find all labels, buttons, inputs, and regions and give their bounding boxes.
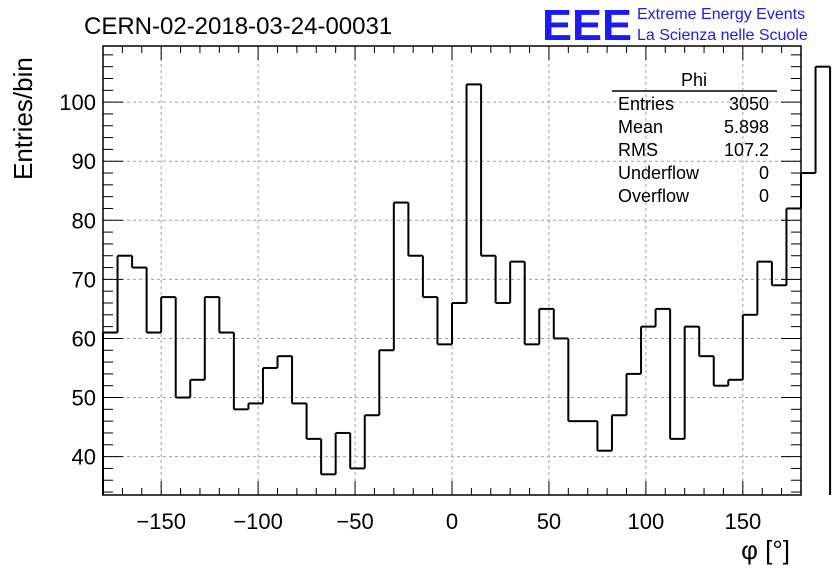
chart-title: CERN-02-2018-03-24-00031 [84, 13, 392, 40]
stats-value-rms: 107.2 [724, 140, 769, 160]
x-tick-label: −100 [233, 509, 283, 534]
histogram-series [102, 65, 832, 495]
logo-line1: Extreme Energy Events [637, 6, 805, 23]
eee-logo: EEE Extreme Energy Events La Scienza nel… [542, 1, 808, 50]
x-tick-label: −50 [336, 509, 373, 534]
stats-value-entries: 3050 [729, 94, 769, 114]
y-tick-label: 40 [72, 445, 96, 470]
x-tick-label: −150 [136, 509, 186, 534]
y-tick-label: 90 [72, 149, 96, 174]
stats-box: Phi Entries 3050 Mean 5.898 RMS 107.2 Un… [612, 70, 777, 206]
y-axis-label: Entries/bin [8, 57, 38, 180]
stats-value-mean: 5.898 [724, 117, 769, 137]
x-axis-label: φ [°] [741, 535, 790, 565]
stats-value-overflow: 0 [759, 186, 769, 206]
stats-label-rms: RMS [618, 140, 658, 160]
logo-line2: La Scienza nelle Scuole [637, 27, 808, 44]
x-tick-label: 0 [446, 509, 458, 534]
logo-mark: EEE [542, 1, 632, 50]
stats-label-entries: Entries [618, 94, 674, 114]
x-tick-label: 150 [724, 509, 761, 534]
stats-label-overflow: Overflow [618, 186, 690, 206]
stats-title: Phi [681, 70, 707, 90]
y-tick-label: 70 [72, 267, 96, 292]
x-tick-label: 50 [537, 509, 561, 534]
stats-label-mean: Mean [618, 117, 663, 137]
stats-label-underflow: Underflow [618, 163, 700, 183]
grid [103, 46, 801, 495]
y-tick-label: 100 [59, 90, 96, 115]
stats-value-underflow: 0 [759, 163, 769, 183]
y-tick-label: 50 [72, 386, 96, 411]
y-tick-label: 60 [72, 326, 96, 351]
tick-labels: −150 −100 −50 0 50 100 150 40 50 60 70 80 90 100 [59, 90, 761, 534]
x-tick-label: 100 [628, 509, 665, 534]
y-tick-label: 80 [72, 208, 96, 233]
axis-ticks [102, 46, 802, 495]
